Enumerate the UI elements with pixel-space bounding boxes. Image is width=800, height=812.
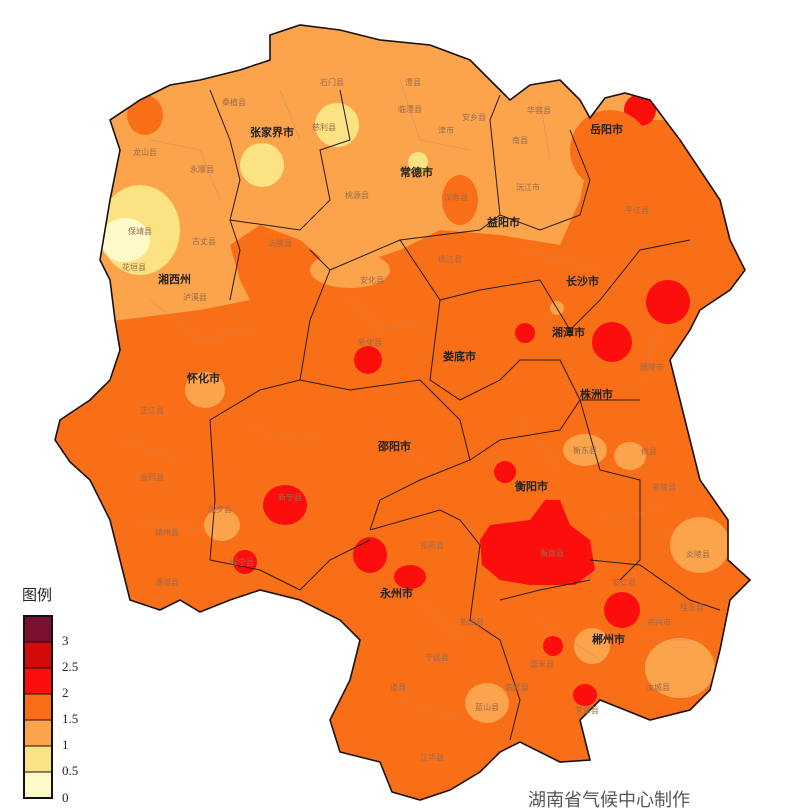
legend-label: 2.5 <box>62 659 79 674</box>
city-label-shaoyang: 邵阳市 <box>377 439 411 453</box>
legend-label: 2 <box>62 685 69 700</box>
county-label: 澧县 <box>405 77 421 87</box>
county-label: 靖州县 <box>155 527 179 537</box>
county-label: 茶陵县 <box>652 482 676 492</box>
county-label: 花垣县 <box>122 262 146 272</box>
county-label: 龙山县 <box>133 147 157 157</box>
legend-label: 3 <box>62 633 69 648</box>
legend-swatch-1-1.5 <box>23 719 53 747</box>
city-label-changsha: 长沙市 <box>566 274 599 288</box>
legend-bar <box>23 615 53 799</box>
county-label: 桃江县 <box>438 254 462 264</box>
county-label: 会同县 <box>140 472 164 482</box>
county-label: 城步县 <box>208 505 232 514</box>
city-label-huaihua: 怀化市 <box>187 371 220 385</box>
credit-footer: 湖南省气候中心制作 <box>528 790 690 811</box>
legend-swatch-3-plus <box>23 615 53 643</box>
county-label: 汉寿县 <box>444 192 468 202</box>
legend-title: 图例 <box>22 586 53 604</box>
city-label-xiangtan: 湘潭市 <box>552 325 585 339</box>
county-label: 道县 <box>390 682 406 692</box>
zone-2-2.5-hengyang <box>480 500 595 585</box>
county-label: 炎陵县 <box>686 550 710 559</box>
county-label: 桂东县 <box>680 602 704 612</box>
county-label: 衡南县 <box>540 548 564 558</box>
city-label-zhuzhou: 株洲市 <box>580 387 613 401</box>
legend-label: 0.5 <box>62 763 79 778</box>
county-label: 慈利县 <box>312 122 336 132</box>
county-label: 新化县 <box>358 337 382 347</box>
county-label: 绥宁县 <box>230 557 254 567</box>
county-label: 江华县 <box>420 752 444 762</box>
county-label: 沅陵县 <box>268 238 292 248</box>
county-labels: 石门县 澧县 桑植县 慈利县 临澧县 安乡县 华容县 津市 龙山县 永顺县 南县… <box>122 77 710 762</box>
county-label: 石门县 <box>320 77 344 87</box>
county-label: 衡东县 <box>573 445 597 455</box>
county-label: 宜章县 <box>575 705 599 715</box>
legend-label: 0 <box>62 790 69 805</box>
legend-swatch-1.5-2 <box>23 693 53 721</box>
city-label-changde: 常德市 <box>400 165 433 179</box>
county-label: 古丈县 <box>192 236 216 246</box>
county-label: 芷江县 <box>140 405 164 415</box>
legend-swatch-0-0.5 <box>23 771 53 799</box>
city-label-yiyang: 益阳市 <box>487 215 520 229</box>
city-label-chenzhou: 郴州市 <box>592 632 625 646</box>
county-label: 临武县 <box>505 682 529 692</box>
legend-swatch-2-2.5 <box>23 667 53 695</box>
prefecture-boundaries <box>209 89 721 741</box>
city-labels: 岳阳市 张家界市 常德市 益阳市 湘西州 长沙市 湘潭市 娄底市 怀化市 株洲市… <box>158 122 625 646</box>
county-label: 嘉禾县 <box>530 659 554 669</box>
county-label: 醴陵市 <box>640 362 664 372</box>
county-label: 祁阳县 <box>420 540 444 550</box>
county-label: 临澧县 <box>398 104 422 114</box>
city-label-hengyang: 衡阳市 <box>515 479 548 493</box>
county-label: 安乡县 <box>462 112 486 122</box>
county-label: 宁远县 <box>425 652 449 662</box>
legend-label: 1.5 <box>62 711 79 726</box>
county-label: 华容县 <box>527 105 551 115</box>
county-label: 通道县 <box>155 577 179 587</box>
county-label: 平江县 <box>625 206 649 215</box>
county-label: 攸县 <box>641 446 657 456</box>
county-label: 南县 <box>512 135 528 145</box>
county-label: 沅江市 <box>516 182 540 192</box>
city-label-yueyang: 岳阳市 <box>590 122 623 136</box>
county-label: 安仁县 <box>612 577 636 587</box>
county-label: 永顺县 <box>190 164 214 174</box>
county-label: 汝城县 <box>646 682 670 692</box>
legend-label: 1 <box>62 737 69 752</box>
county-label: 泸溪县 <box>183 292 207 302</box>
county-label: 安化县 <box>360 275 384 285</box>
county-label: 保靖县 <box>128 226 152 236</box>
county-label: 桑植县 <box>222 97 246 107</box>
county-label: 资兴市 <box>647 617 671 627</box>
legend-swatch-0.5-1 <box>23 745 53 773</box>
county-label: 津市 <box>438 125 454 135</box>
legend-swatch-2.5-3 <box>23 641 53 669</box>
city-label-loudi: 娄底市 <box>443 349 476 363</box>
city-label-zhangjiajie: 张家界市 <box>250 125 294 139</box>
county-label: 桃源县 <box>345 190 369 200</box>
city-label-yongzhou: 永州市 <box>379 586 413 600</box>
county-boundaries <box>119 79 700 721</box>
county-label: 新宁县 <box>278 492 302 502</box>
city-label-xiangxi: 湘西州 <box>158 272 191 286</box>
county-label: 新田县 <box>460 617 484 627</box>
county-label: 蓝山县 <box>475 702 499 712</box>
